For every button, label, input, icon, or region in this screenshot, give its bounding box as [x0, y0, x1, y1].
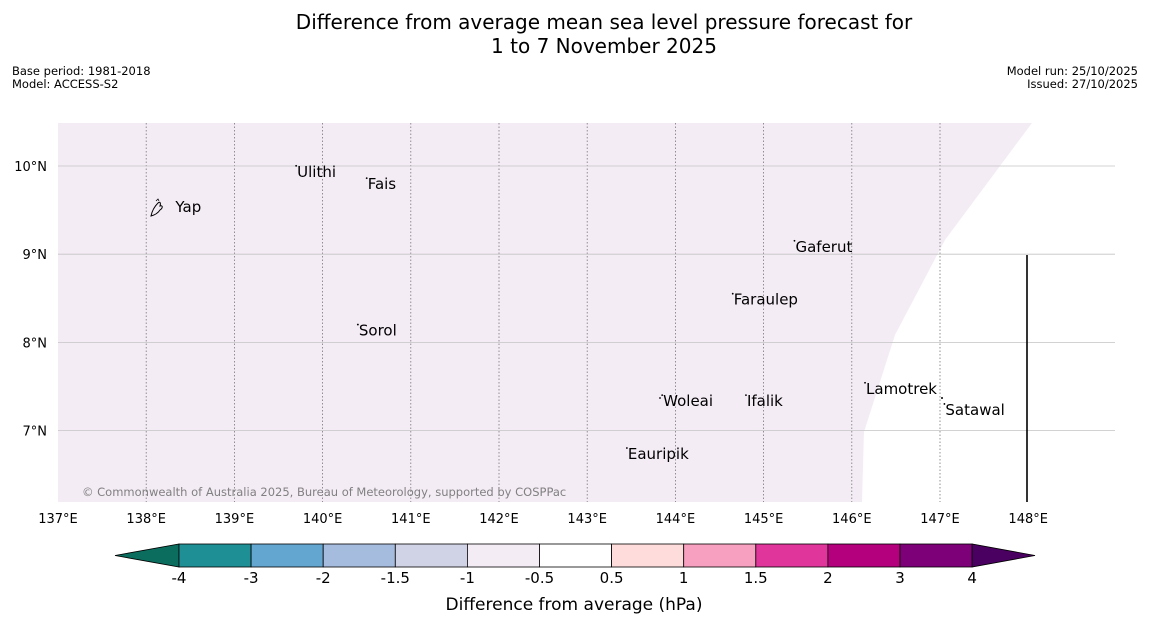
lon-tick-label: 138°E [126, 512, 166, 527]
lon-tick-label: 142°E [479, 512, 519, 527]
island-eauripik: Eauripik [625, 445, 689, 463]
island-label: Sorol [359, 322, 397, 340]
island-marker [864, 381, 866, 384]
title-line-1: Difference from average mean sea level p… [295, 10, 913, 34]
island-marker [295, 164, 298, 167]
island-label: Ifalik [747, 392, 783, 410]
lat-tick-label: 8°N [23, 336, 48, 351]
lon-tick-label: 148°E [1008, 512, 1048, 527]
model-text: Model: ACCESS-S2 [12, 77, 119, 91]
lat-tick-label: 10°N [14, 160, 47, 175]
colorbar-tick-label: -2 [316, 569, 331, 587]
island-woleai: Woleai [661, 392, 713, 410]
lon-tick-label: 144°E [656, 512, 696, 527]
issued-text: Issued: 27/10/2025 [1027, 77, 1138, 91]
colorbar-tick-label: 1.5 [744, 569, 768, 587]
lon-tick-label: 146°E [832, 512, 872, 527]
colorbar-tick-label: -0.5 [525, 569, 554, 587]
colorbar-extend-high [971, 543, 1036, 568]
island-fais: Fais [365, 175, 397, 193]
lon-tick-label: 145°E [744, 512, 784, 527]
island-label: Lamotrek [866, 380, 937, 398]
lon-tick-label: 147°E [920, 512, 960, 527]
island-marker [731, 292, 734, 295]
island-faraulep: Faraulep [731, 291, 798, 309]
island-lamotrek: Lamotrek [864, 380, 937, 398]
colorbar-tick-label: 1 [679, 569, 689, 587]
colorbar-segment [394, 543, 468, 568]
island-yap: Yap [174, 198, 201, 216]
island-marker [365, 177, 368, 180]
colorbar-segment [322, 543, 396, 568]
island-label: Satawal [945, 401, 1004, 419]
colorbar-segment [466, 543, 540, 568]
island-marker [625, 447, 628, 449]
islands: Yap Ulithi Fais Gaferut Faraulep Sorol Woleai I… [174, 163, 1004, 463]
colorbar-tick-label: -1.5 [381, 569, 410, 587]
map-panel: Yap Ulithi Fais Gaferut Faraulep Sorol Woleai I… [58, 123, 1115, 502]
metadata-right: Model run: 25/10/2025 Issued: 27/10/2025 [1007, 65, 1138, 91]
island-label: Eauripik [628, 445, 689, 463]
colorbar-segment [539, 543, 612, 568]
island-marker [943, 403, 946, 405]
island-sorol: Sorol [356, 322, 397, 340]
colorbar-segment [611, 543, 685, 568]
island-label: Fais [368, 175, 397, 193]
colorbar-label: Difference from average (hPa) [446, 595, 703, 615]
island-ifalik: Ifalik [745, 392, 783, 410]
island-satawal: Satawal [943, 401, 1005, 419]
lon-tick-label: 139°E [215, 512, 255, 527]
islet-dot [941, 397, 943, 399]
colorbar-segment [250, 543, 324, 568]
lon-tick-label: 140°E [303, 512, 343, 527]
colorbar-segment [178, 543, 252, 568]
colorbar-tick-label: 2 [823, 569, 833, 587]
island-marker [793, 239, 796, 242]
lon-tick-label: 141°E [391, 512, 431, 527]
model-run-text: Model run: 25/10/2025 [1006, 64, 1138, 78]
colorbar-tick-label: -4 [172, 569, 187, 587]
colorbar-segment [899, 543, 973, 568]
colorbar-segment [755, 543, 829, 568]
colorbar-segment [827, 543, 901, 568]
island-label: Ulithi [297, 163, 336, 181]
island-marker [356, 323, 359, 326]
colorbar-tick-label: 0.5 [600, 569, 624, 587]
lon-tick-label: 137°E [38, 512, 78, 527]
colorbar-segment [683, 543, 757, 568]
copyright-text: © Commonwealth of Australia 2025, Bureau… [82, 485, 566, 499]
lon-tick-label: 143°E [567, 512, 607, 527]
colorbar: -4 -3 -2 -1.5 -1 -0.5 0.5 1 1.5 2 3 4 [114, 543, 1036, 587]
colorbar-tick-label: 3 [895, 569, 905, 587]
chart-title: Difference from average mean sea level p… [0, 10, 1150, 58]
colorbar-tick-label: 4 [967, 569, 977, 587]
title-line-2: 1 to 7 November 2025 [491, 34, 717, 58]
island-marker [661, 394, 664, 397]
colorbar-tick-label: -3 [244, 569, 259, 587]
island-gaferut: Gaferut [793, 238, 852, 256]
island-label: Yap [174, 198, 201, 216]
island-label: Faraulep [734, 291, 798, 309]
island-ulithi: Ulithi [295, 163, 336, 181]
island-marker [745, 394, 747, 397]
base-period-text: Base period: 1981-2018 [12, 64, 151, 78]
island-label: Woleai [663, 392, 713, 410]
map-axes: 137°E 138°E 139°E 140°E 141°E 142°E 143°E 144°E… [14, 160, 1048, 527]
pressure-anomaly-region [58, 123, 1032, 502]
lat-tick-label: 9°N [23, 248, 48, 263]
graticule [58, 123, 1115, 502]
colorbar-extend-low [114, 543, 180, 568]
yap-island-shape [150, 198, 163, 217]
colorbar-tick-label: -1 [460, 569, 475, 587]
lat-tick-label: 7°N [23, 425, 48, 440]
island-label: Gaferut [795, 238, 852, 256]
islet-dot [659, 397, 661, 399]
metadata-left: Base period: 1981-2018 Model: ACCESS-S2 [12, 65, 151, 91]
